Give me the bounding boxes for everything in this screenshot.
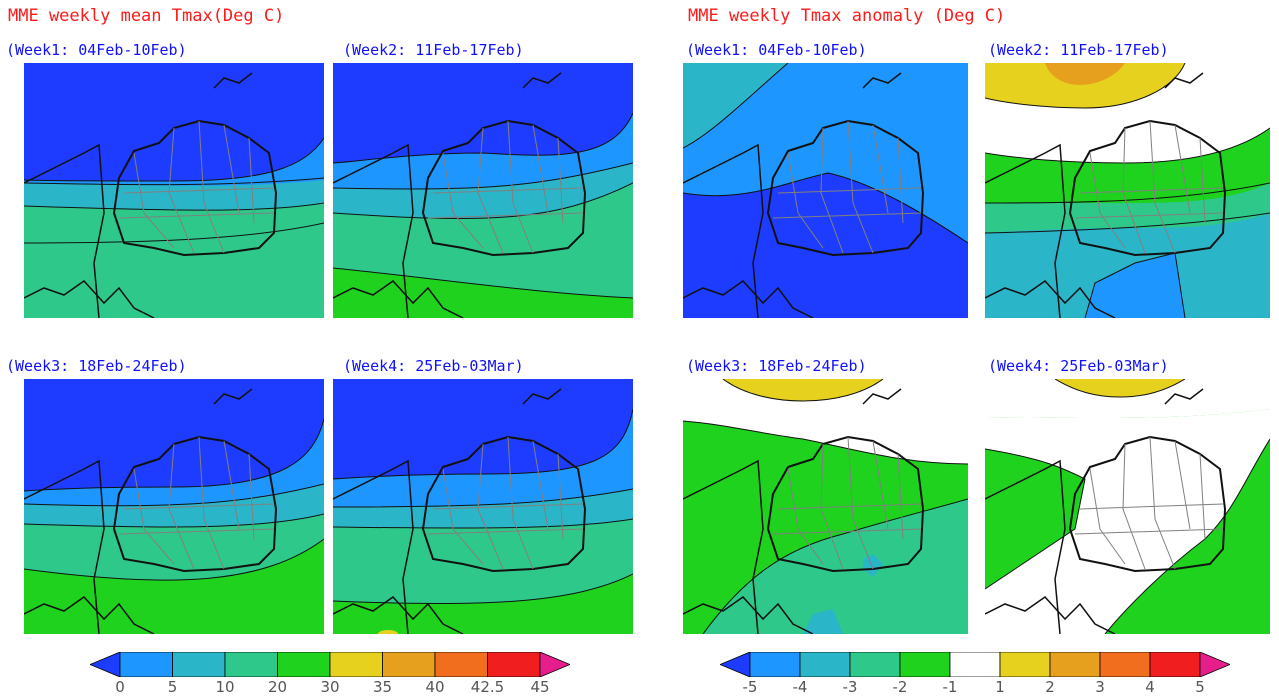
left-colorbar-segment — [224, 651, 278, 678]
right-colorbar-tick-label: 1 — [995, 678, 1005, 696]
right-colorbar-segment — [799, 651, 851, 678]
left-colorbar-segment — [329, 651, 383, 678]
right-colorbar-segment — [849, 651, 901, 678]
right-colorbar-segment — [899, 651, 951, 678]
right-colorbar-tick-label: 5 — [1195, 678, 1205, 696]
left-week1-map — [24, 63, 324, 318]
right-colorbar-tick-label: -1 — [942, 678, 958, 696]
left-colorbar-segment — [119, 651, 173, 678]
left-panel-title: MME weekly mean Tmax(Deg C) — [8, 6, 285, 26]
right-colorbar-tick-label: -4 — [792, 678, 808, 696]
left-week3-map — [24, 379, 324, 634]
right-colorbar — [718, 651, 1232, 681]
left-colorbar-segment — [277, 651, 331, 678]
left-colorbar — [88, 651, 572, 681]
right-week4-map — [985, 379, 1279, 634]
right-colorbar-segment — [949, 651, 1001, 678]
left-colorbar-tick-label: 5 — [167, 678, 178, 696]
left-colorbar-segment — [88, 651, 121, 678]
left-week4-label: (Week4: 25Feb-03Mar) — [343, 357, 524, 375]
right-week2-label: (Week2: 11Feb-17Feb) — [988, 41, 1169, 59]
left-colorbar-tick-label: 30 — [320, 678, 340, 696]
right-colorbar-segment — [1099, 651, 1151, 678]
right-week3-map — [683, 379, 983, 634]
right-week1-label: (Week1: 04Feb-10Feb) — [686, 41, 867, 59]
right-colorbar-tick-label: -2 — [892, 678, 908, 696]
right-colorbar-tick-label: -3 — [842, 678, 858, 696]
right-colorbar-segment — [749, 651, 801, 678]
left-week2-label: (Week2: 11Feb-17Feb) — [343, 41, 524, 59]
right-colorbar-segment — [1199, 651, 1232, 678]
left-colorbar-segment — [382, 651, 436, 678]
left-colorbar-tick-label: 42.5 — [470, 678, 505, 696]
right-colorbar-svg — [718, 651, 1232, 678]
left-colorbar-tick-label: 45 — [530, 678, 550, 696]
left-week3-label: (Week3: 18Feb-24Feb) — [6, 357, 187, 375]
left-week4-map — [333, 379, 633, 634]
left-colorbar-svg — [88, 651, 572, 678]
right-colorbar-segment — [999, 651, 1051, 678]
right-colorbar-tick-label: 3 — [1095, 678, 1105, 696]
left-colorbar-tick-label: 10 — [215, 678, 235, 696]
right-colorbar-segment — [718, 651, 751, 678]
right-week2-map — [985, 63, 1279, 318]
left-colorbar-tick-label: 35 — [372, 678, 393, 696]
right-week4-label: (Week4: 25Feb-03Mar) — [988, 357, 1169, 375]
left-colorbar-segment — [487, 651, 541, 678]
right-colorbar-segment — [1049, 651, 1101, 678]
right-colorbar-segment — [1149, 651, 1201, 678]
left-colorbar-segment — [539, 651, 572, 678]
right-colorbar-tick-label: -5 — [742, 678, 758, 696]
left-colorbar-tick-label: 0 — [115, 678, 125, 696]
left-colorbar-segment — [172, 651, 226, 678]
right-week3-label: (Week3: 18Feb-24Feb) — [686, 357, 867, 375]
right-colorbar-tick-label: 2 — [1045, 678, 1055, 696]
left-week1-label: (Week1: 04Feb-10Feb) — [6, 41, 187, 59]
right-panel-title: MME weekly Tmax anomaly (Deg C) — [688, 6, 1006, 26]
left-week2-map — [333, 63, 633, 318]
left-colorbar-tick-label: 20 — [267, 678, 288, 696]
left-colorbar-segment — [434, 651, 488, 678]
right-week1-map — [683, 63, 983, 318]
left-colorbar-tick-label: 40 — [425, 678, 445, 696]
right-colorbar-tick-label: 4 — [1145, 678, 1155, 696]
